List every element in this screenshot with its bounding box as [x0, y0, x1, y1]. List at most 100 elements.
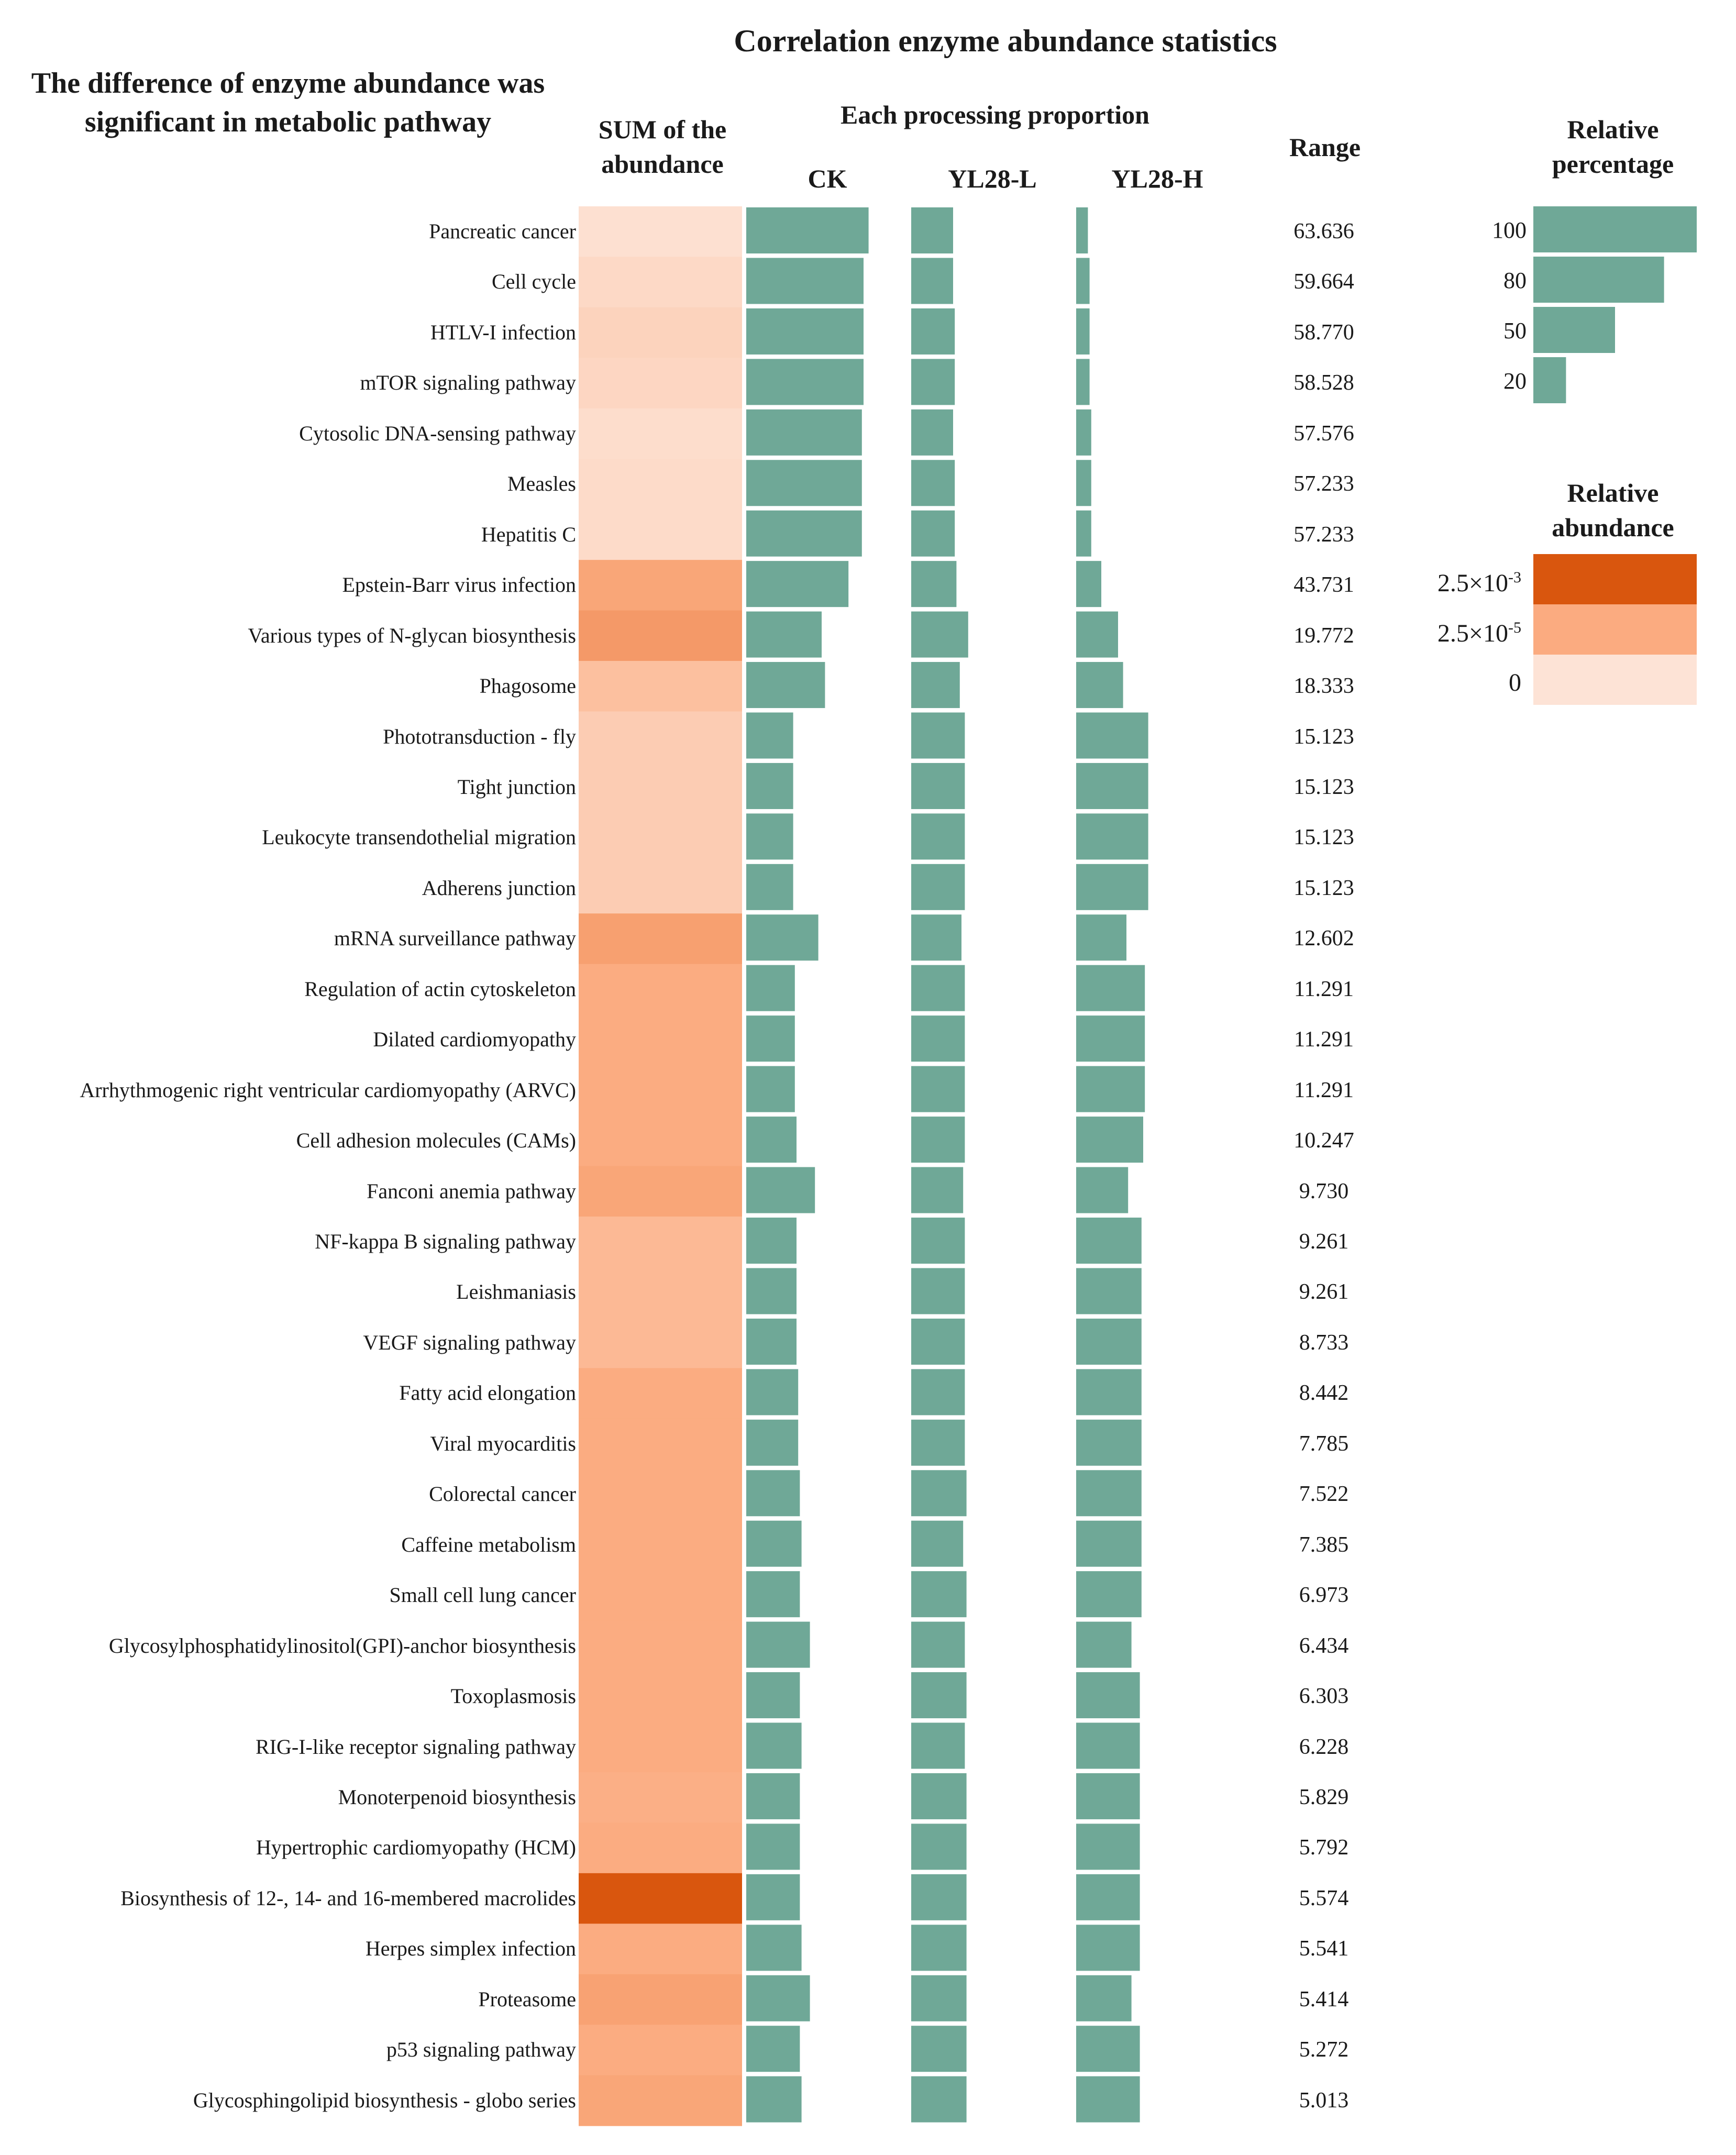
bar-ck — [746, 965, 795, 1011]
bar-ck — [746, 1318, 797, 1365]
sum-heat-cell — [579, 1620, 742, 1672]
sum-heat-cell — [579, 2025, 742, 2076]
bar-yl28-h — [1076, 1117, 1143, 1163]
pathway-label: HTLV-I infection — [430, 320, 576, 344]
pathway-label: Glycosphingolipid biosynthesis - globo s… — [193, 2088, 576, 2112]
bar-yl28-h — [1076, 1520, 1142, 1567]
sum-heat-cell — [579, 1217, 742, 1268]
sum-heat-cell — [579, 1772, 742, 1823]
pathway-label: Colorectal cancer — [429, 1482, 576, 1506]
bar-yl28-h — [1076, 712, 1148, 759]
legend-abundance-swatch — [1533, 604, 1697, 655]
sum-heat-cell — [579, 610, 742, 661]
sum-heat-cell — [579, 358, 742, 409]
sum-heat-cell — [579, 913, 742, 965]
sum-heat-cell — [579, 408, 742, 459]
range-value: 15.123 — [1293, 825, 1354, 850]
bar-yl28-l — [911, 561, 957, 607]
bar-yl28-l — [911, 914, 961, 961]
pathway-label: Measles — [507, 472, 576, 496]
bar-ck — [746, 561, 849, 607]
pathway-label: Phototransduction - fly — [383, 724, 576, 748]
bar-ck — [746, 359, 864, 405]
pathway-label: Glycosylphosphatidylinositol(GPI)-anchor… — [108, 1633, 576, 1657]
sum-header: SUM of the abundance — [598, 115, 727, 179]
bar-yl28-l — [911, 1925, 967, 1971]
bar-yl28-l — [911, 1318, 965, 1365]
bar-yl28-l — [911, 1571, 967, 1618]
legend-percentage-bar — [1533, 257, 1664, 303]
bar-ck — [746, 1369, 799, 1416]
range-value: 5.574 — [1299, 1886, 1349, 1910]
bar-yl28-h — [1076, 1925, 1140, 1971]
range-value: 15.123 — [1293, 724, 1354, 749]
bar-yl28-h — [1076, 1571, 1142, 1618]
bar-yl28-l — [911, 1218, 965, 1264]
bar-yl28-l — [911, 1722, 965, 1769]
pathway-label: Viral myocarditis — [430, 1431, 576, 1455]
range-value: 19.772 — [1293, 623, 1354, 648]
bar-yl28-l — [911, 258, 953, 304]
pathway-label: Fatty acid elongation — [399, 1381, 576, 1405]
sum-heat-cell — [579, 1469, 742, 1520]
range-value: 9.730 — [1299, 1179, 1349, 1203]
chart-title: Correlation enzyme abundance statistics — [734, 24, 1277, 58]
range-value: 6.973 — [1299, 1583, 1349, 1608]
bar-yl28-l — [911, 1824, 967, 1870]
bar-yl28-h — [1076, 1824, 1140, 1870]
pathway-label: VEGF signaling pathway — [363, 1330, 576, 1354]
bar-yl28-h — [1076, 207, 1088, 253]
pathway-label: Dilated cardiomyopathy — [373, 1027, 576, 1052]
bar-yl28-l — [911, 712, 965, 759]
range-header: Range — [1289, 132, 1361, 162]
pathway-label: Caffeine metabolism — [401, 1532, 576, 1556]
sum-heat-cell — [579, 560, 742, 611]
pathway-label: p53 signaling pathway — [386, 2038, 576, 2062]
legend-abundance-mantissa: 2.5×10 — [1437, 620, 1508, 647]
bar-ck — [746, 1925, 802, 1971]
pathway-label: Small cell lung cancer — [389, 1583, 576, 1607]
sum-heat-cell — [579, 1924, 742, 1975]
pathway-label: Leukocyte transendothelial migration — [262, 825, 576, 849]
pathway-label: Pancreatic cancer — [429, 219, 576, 243]
sum-heat-cell — [579, 1317, 742, 1368]
bar-yl28-l — [911, 611, 968, 658]
pathway-label: Cytosolic DNA-sensing pathway — [299, 421, 576, 445]
bar-yl28-h — [1076, 762, 1148, 809]
range-value: 58.770 — [1293, 320, 1354, 345]
sum-heat-cell — [579, 257, 742, 308]
range-value: 5.272 — [1299, 2038, 1349, 2062]
pathway-label: Regulation of actin cytoskeleton — [304, 977, 576, 1001]
legend-percentage-bar — [1533, 307, 1615, 353]
bar-yl28-h — [1076, 1066, 1145, 1112]
bar-yl28-h — [1076, 662, 1123, 709]
bar-yl28-h — [1076, 1167, 1129, 1213]
pathway-label: Monoterpenoid biosynthesis — [338, 1785, 576, 1809]
bar-ck — [746, 1773, 800, 1819]
group-label-ck: CK — [808, 164, 847, 193]
bar-ck — [746, 813, 793, 860]
pathway-label: Hypertrophic cardiomyopathy (HCM) — [256, 1836, 576, 1860]
legend-abundance-label: 2.5×10-5 — [1438, 620, 1521, 646]
pathway-label: Cell adhesion molecules (CAMs) — [296, 1129, 576, 1153]
range-value: 7.785 — [1299, 1431, 1349, 1456]
group-label-yl28-l: YL28-L — [948, 164, 1037, 193]
sum-heat-cell — [579, 1115, 742, 1167]
pathway-label: Epstein-Barr virus infection — [342, 573, 576, 597]
pathway-label: Various types of N-glycan biosynthesis — [248, 623, 576, 647]
bar-yl28-l — [911, 308, 955, 355]
bar-yl28-l — [911, 460, 955, 506]
sum-heat-cell — [579, 1873, 742, 1924]
range-value: 15.123 — [1293, 876, 1354, 900]
bar-yl28-h — [1076, 2026, 1140, 2072]
bar-yl28-l — [911, 1520, 964, 1567]
bar-ck — [746, 1066, 795, 1112]
bar-yl28-h — [1076, 1015, 1145, 1062]
bar-yl28-h — [1076, 1268, 1142, 1314]
legend-abundance-swatch — [1533, 655, 1697, 705]
bar-yl28-l — [911, 1117, 965, 1163]
bar-ck — [746, 510, 862, 557]
bar-yl28-l — [911, 2076, 967, 2123]
left-title: The difference of enzyme abundance was s… — [31, 67, 545, 138]
bar-yl28-l — [911, 207, 953, 253]
